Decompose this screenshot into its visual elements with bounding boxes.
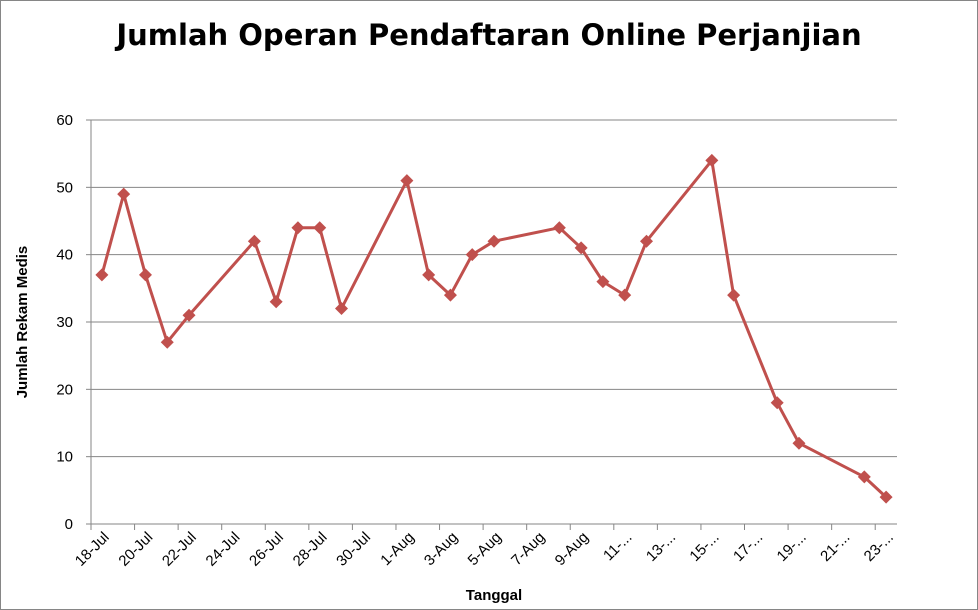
- y-tick-label: 60: [56, 112, 73, 129]
- chart-title: Jumlah Operan Pendaftaran Online Perjanj…: [116, 18, 862, 52]
- y-tick-label: 20: [56, 381, 73, 398]
- x-tick-label: 17-...: [730, 529, 766, 565]
- x-tick-label: 24-Jul: [203, 529, 244, 570]
- data-point: [792, 436, 806, 450]
- x-tick-label: 22-Jul: [159, 529, 200, 570]
- data-point: [705, 153, 719, 167]
- axes: [86, 119, 897, 530]
- x-tick-label: 21-...: [817, 529, 853, 565]
- x-tick-label: 18-Jul: [72, 529, 113, 570]
- data-point: [247, 234, 261, 248]
- x-tick-label: 20-Jul: [115, 529, 156, 570]
- data-point: [269, 295, 283, 309]
- data-point: [727, 288, 741, 302]
- y-tick-label: 0: [65, 516, 73, 533]
- series-line: [100, 158, 888, 499]
- data-point: [422, 268, 436, 282]
- gridlines: [91, 119, 897, 458]
- data-point: [138, 268, 152, 282]
- x-tick-label: 23-...: [861, 529, 897, 565]
- data-point: [291, 221, 305, 235]
- data-point: [160, 335, 174, 349]
- data-point: [443, 288, 457, 302]
- x-tick-label: 9-Aug: [552, 529, 592, 569]
- y-axis-title: Jumlah Rekam Medis: [14, 246, 31, 399]
- data-point: [487, 234, 501, 248]
- x-tick-label: 19-...: [774, 529, 810, 565]
- x-tick-label: 5-Aug: [465, 529, 505, 569]
- series: [95, 153, 893, 504]
- data-point: [95, 268, 109, 282]
- data-point: [400, 174, 414, 188]
- data-point: [618, 288, 632, 302]
- data-point: [574, 241, 588, 255]
- data-point: [117, 187, 131, 201]
- x-tick-label: 13-...: [643, 529, 679, 565]
- data-point: [639, 234, 653, 248]
- y-axis-ticks: 0 10 20 30 40 50 60: [56, 112, 73, 533]
- data-point: [596, 275, 610, 289]
- data-point: [552, 221, 566, 235]
- x-tick-label: 30-Jul: [333, 529, 374, 570]
- data-point: [857, 470, 871, 484]
- y-tick-label: 10: [56, 449, 73, 466]
- y-tick-label: 40: [56, 247, 73, 264]
- x-axis-ticks: 18-Jul 20-Jul 22-Jul 24-Jul 26-Jul 28-Jul 30-J…: [72, 529, 897, 570]
- data-point: [465, 248, 479, 262]
- x-tick-label: 15-...: [686, 529, 722, 565]
- data-point: [770, 396, 784, 410]
- y-tick-label: 50: [56, 179, 73, 196]
- x-axis-title: Tanggal: [466, 587, 522, 604]
- data-point: [313, 221, 327, 235]
- x-tick-label: 26-Jul: [246, 529, 287, 570]
- x-tick-label: 3-Aug: [421, 529, 461, 569]
- x-tick-label: 1-Aug: [377, 529, 417, 569]
- y-tick-label: 30: [56, 314, 73, 331]
- x-tick-label: 28-Jul: [290, 529, 331, 570]
- data-point: [335, 302, 349, 316]
- data-point: [182, 308, 196, 322]
- data-point: [879, 490, 893, 504]
- x-tick-label: 11-...: [600, 529, 635, 564]
- x-tick-label: 7-Aug: [508, 529, 548, 569]
